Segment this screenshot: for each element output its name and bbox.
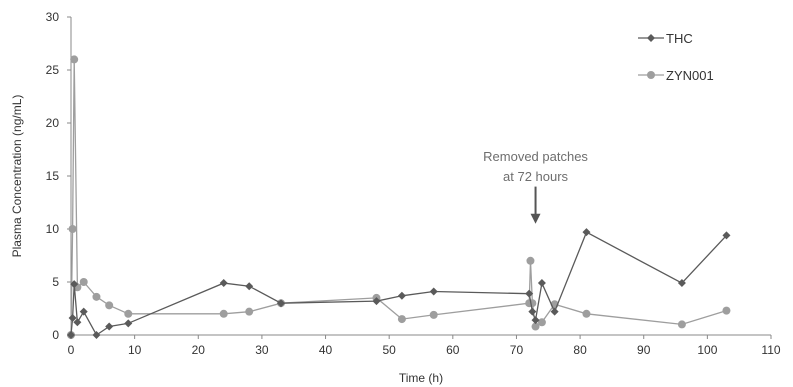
series-thc — [67, 228, 731, 339]
data-point-zyn001 — [526, 256, 535, 265]
y-ticks: 0 5 10 15 20 25 30 — [46, 10, 71, 342]
x-tick-label: 30 — [255, 343, 269, 357]
y-tick-label: 30 — [46, 10, 60, 24]
data-point-zyn001 — [677, 320, 686, 329]
data-point-thc — [582, 228, 591, 237]
data-point-zyn001 — [79, 278, 88, 286]
annotation: Removed patches at 72 hours — [483, 149, 588, 224]
data-point-thc — [70, 280, 79, 289]
legend-item-zyn001: ZYN001 — [638, 68, 714, 83]
x-tick-label: 90 — [637, 343, 651, 357]
annotation-text-line-2: at 72 hours — [503, 169, 569, 184]
x-tick-label: 50 — [383, 343, 397, 357]
y-tick-label: 25 — [46, 63, 60, 77]
data-point-thc — [245, 282, 254, 291]
x-ticks: 0 10 20 30 40 50 60 70 80 90 100 110 — [68, 335, 781, 357]
data-point-thc — [219, 279, 228, 288]
legend: THC ZYN001 — [638, 31, 714, 83]
data-point-zyn001 — [528, 299, 537, 308]
data-point-thc — [67, 331, 75, 339]
data-point-thc — [277, 299, 285, 308]
y-tick-label: 15 — [46, 169, 60, 183]
data-point-zyn001 — [429, 310, 438, 319]
legend-marker — [647, 34, 655, 42]
legend-marker — [647, 71, 655, 79]
data-point-thc — [92, 331, 101, 339]
data-point-zyn001 — [70, 55, 79, 64]
data-point-zyn001 — [397, 315, 406, 324]
annotation-text-line-1: Removed patches — [483, 149, 588, 164]
data-point-thc — [429, 287, 438, 296]
x-tick-label: 60 — [446, 343, 460, 357]
data-point-zyn001 — [68, 225, 77, 233]
data-point-thc — [79, 307, 88, 316]
data-point-zyn001 — [124, 309, 133, 318]
data-point-thc — [525, 289, 534, 298]
axes: 0 5 10 15 20 25 30 0 10 20 30 40 50 60 70 80 90 100 110 — [46, 10, 781, 357]
x-tick-label: 20 — [192, 343, 206, 357]
x-tick-label: 70 — [510, 343, 524, 357]
x-tick-label: 40 — [319, 343, 333, 357]
y-tick-label: 20 — [46, 116, 60, 130]
data-point-thc — [68, 314, 77, 323]
data-point-thc — [531, 316, 540, 325]
data-point-zyn001 — [219, 309, 228, 318]
x-axis-title: Time (h) — [399, 371, 443, 385]
data-point-thc — [397, 291, 406, 300]
x-tick-label: 110 — [761, 343, 780, 357]
series-line-zyn001 — [70, 59, 727, 336]
data-point-thc — [73, 318, 82, 327]
y-tick-label: 5 — [52, 275, 59, 289]
data-point-zyn001 — [722, 306, 731, 315]
y-tick-label: 0 — [52, 328, 59, 342]
x-tick-label: 100 — [697, 343, 717, 357]
y-tick-label: 10 — [46, 222, 60, 236]
data-point-zyn001 — [92, 292, 101, 301]
annotation-arrow-head — [530, 213, 541, 224]
series-line-thc — [70, 231, 727, 336]
y-axis-title: Plasma Concentration (ng/mL) — [10, 95, 24, 258]
data-point-thc — [677, 279, 686, 288]
data-point-zyn001 — [531, 322, 540, 331]
legend-label: THC — [666, 31, 693, 46]
x-tick-label: 0 — [68, 343, 75, 357]
data-point-zyn001 — [105, 301, 114, 310]
legend-label: ZYN001 — [666, 68, 714, 83]
data-point-thc — [537, 279, 546, 288]
series-layer — [67, 55, 731, 339]
data-point-thc — [722, 231, 731, 240]
data-point-zyn001 — [245, 307, 254, 316]
data-point-thc — [372, 297, 381, 306]
x-tick-label: 80 — [573, 343, 587, 357]
legend-item-thc: THC — [638, 31, 693, 46]
data-point-thc — [550, 307, 559, 316]
data-point-zyn001 — [582, 309, 591, 318]
data-point-zyn001 — [537, 318, 546, 327]
data-point-thc — [528, 307, 537, 316]
data-point-thc — [124, 319, 133, 328]
data-point-thc — [105, 322, 114, 331]
x-tick-label: 10 — [128, 343, 142, 357]
